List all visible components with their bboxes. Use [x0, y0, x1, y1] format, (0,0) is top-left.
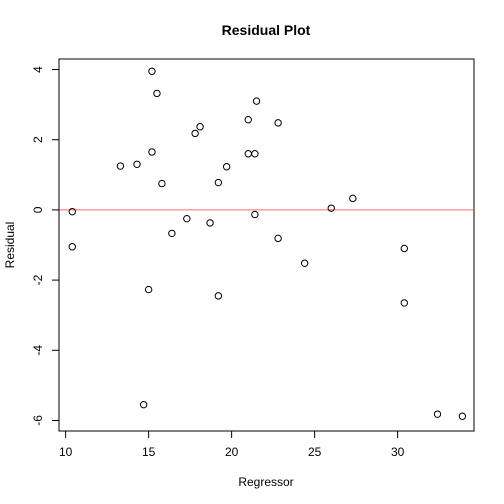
data-point [144, 285, 153, 294]
plot-frame [58, 58, 475, 432]
data-point [139, 400, 148, 409]
y-tick-label: 0 [31, 206, 45, 213]
data-point [244, 150, 252, 158]
data-point [214, 178, 223, 187]
x-tick-label: 25 [308, 445, 322, 459]
x-tick-label: 30 [391, 445, 405, 459]
data-point [252, 97, 261, 105]
chart-title: Residual Plot [222, 22, 311, 38]
x-axis-label: Regressor [238, 475, 293, 489]
data-point [196, 123, 204, 131]
data-point [183, 214, 191, 223]
y-axis: -6 -4 -2 0 2 4 [31, 66, 60, 426]
data-point [400, 244, 408, 253]
y-tick-label: -6 [31, 415, 45, 426]
data-point [433, 410, 442, 418]
data-point [458, 412, 467, 420]
data-point [168, 229, 176, 238]
data-point [214, 292, 223, 300]
data-point [222, 163, 231, 171]
x-tick-label: 15 [142, 445, 156, 459]
data-point [153, 89, 161, 98]
data-point [148, 67, 156, 75]
data-point [274, 234, 282, 243]
data-point [116, 162, 125, 170]
y-tick-label: -2 [31, 274, 45, 285]
data-point [251, 150, 259, 158]
y-tick-label: -4 [31, 345, 45, 356]
data-point [400, 299, 408, 307]
y-tick-label: 4 [31, 66, 45, 73]
data-point [68, 207, 76, 216]
data-point [300, 259, 309, 267]
y-axis-label: Residual [3, 222, 17, 269]
data-point [244, 116, 252, 124]
data-point [206, 219, 214, 227]
x-axis: 10 15 20 25 30 [59, 430, 405, 459]
data-point [251, 210, 259, 219]
data-point [148, 148, 156, 156]
data-points [68, 67, 467, 420]
data-point [327, 204, 335, 212]
data-point [349, 194, 357, 203]
data-point [274, 119, 282, 127]
data-point [133, 160, 141, 168]
y-tick-label: 2 [31, 136, 45, 143]
x-tick-label: 10 [59, 445, 73, 459]
data-point [191, 129, 199, 138]
x-tick-label: 20 [225, 445, 239, 459]
data-point [158, 179, 166, 188]
data-point [68, 243, 76, 251]
